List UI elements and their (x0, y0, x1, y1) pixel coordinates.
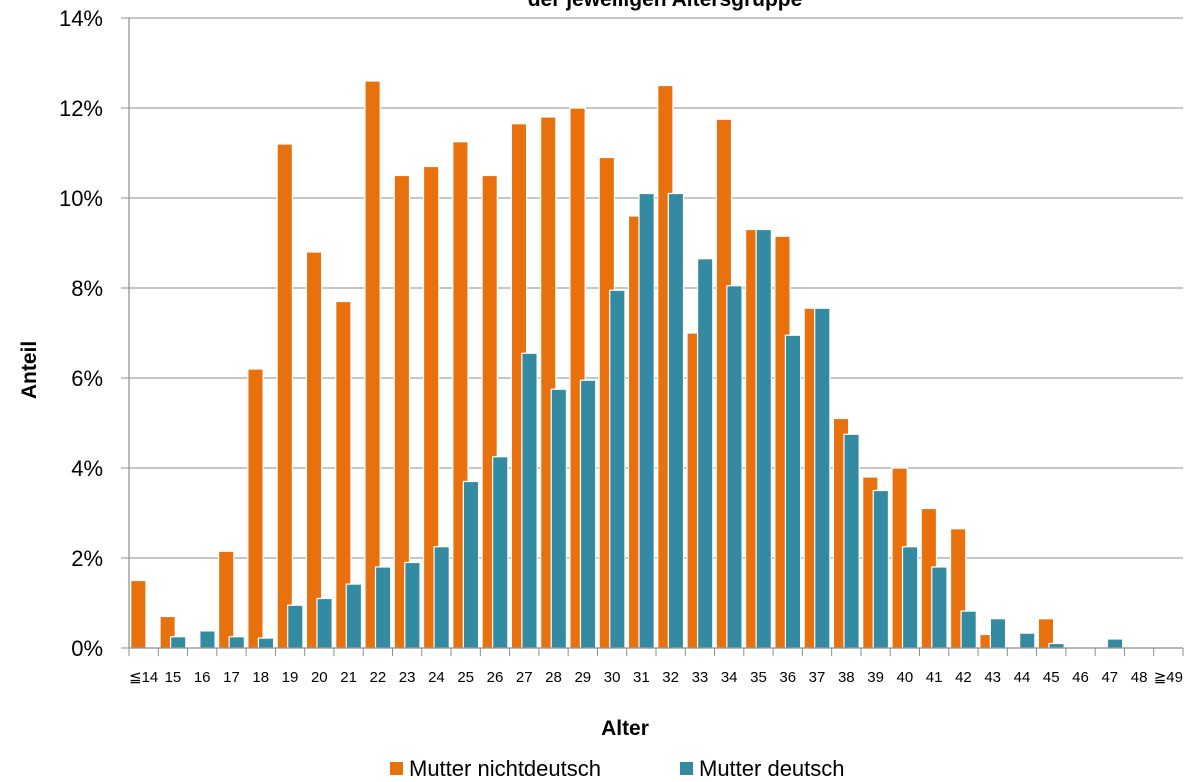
x-tick-label: 37 (809, 669, 826, 686)
x-tick-label: 30 (604, 669, 621, 686)
y-tick-label: 0% (71, 636, 103, 661)
bar-mutter-deutsch (814, 307, 831, 649)
bar-mutter-deutsch (1106, 638, 1124, 649)
bar-mutter-deutsch (1048, 642, 1065, 649)
bar-mutter-deutsch (169, 636, 187, 649)
bar-mutter-deutsch (696, 258, 714, 649)
bar-mutter-deutsch (199, 630, 216, 649)
bar-mutter-deutsch (931, 566, 948, 649)
x-tick-label: 46 (1072, 669, 1089, 686)
legend: Mutter nichtdeutsch Mutter deutsch (390, 756, 845, 781)
x-tick-label: 24 (428, 669, 445, 686)
y-tick-label: 8% (71, 276, 103, 301)
bar-mutter-deutsch (960, 610, 977, 649)
x-tick-label: 39 (867, 669, 884, 686)
y-tick-label: 6% (71, 366, 103, 391)
x-tick-label: 42 (955, 669, 972, 686)
bar-mutter-deutsch (579, 379, 597, 649)
bars (130, 80, 1124, 649)
x-tick-label: 27 (516, 669, 533, 686)
bar-mutter-deutsch (989, 618, 1007, 649)
x-tick-label: ≦14 (129, 669, 158, 686)
x-tick-label: 35 (750, 669, 767, 686)
bar-mutter-deutsch (316, 597, 333, 649)
x-tick-label: 33 (692, 669, 709, 686)
bar-mutter-nichtdeutsch (217, 550, 235, 649)
bar-mutter-deutsch (609, 289, 626, 649)
bar-mutter-deutsch (638, 192, 655, 649)
bar-mutter-deutsch (404, 561, 421, 649)
x-tick-label: 20 (311, 669, 328, 686)
bar-mutter-deutsch (345, 583, 363, 649)
x-tick-label: 48 (1131, 669, 1148, 686)
x-tick-label: ≧49 (1154, 669, 1183, 686)
bar-mutter-deutsch (667, 192, 685, 649)
bar-mutter-deutsch (872, 489, 890, 649)
bar-mutter-deutsch (1019, 632, 1036, 649)
x-tick-label: 31 (633, 669, 650, 686)
x-tick-label: 36 (779, 669, 796, 686)
y-tick-label: 4% (71, 456, 103, 481)
x-tick-label: 25 (457, 669, 474, 686)
x-tick-label: 45 (1043, 669, 1060, 686)
bar-mutter-deutsch (521, 352, 538, 649)
x-tick-label: 34 (721, 669, 738, 686)
grid-lines (129, 17, 1183, 559)
x-tick-label: 28 (545, 669, 562, 686)
bar-mutter-nichtdeutsch (364, 80, 381, 649)
x-tick-label: 15 (165, 669, 182, 686)
x-tick-label: 19 (282, 669, 299, 686)
x-tick-label: 32 (662, 669, 679, 686)
x-tick-label: 43 (984, 669, 1001, 686)
x-tick-label: 47 (1101, 669, 1118, 686)
bar-mutter-deutsch (550, 388, 568, 649)
x-tick-label: 17 (223, 669, 240, 686)
bar-mutter-deutsch (462, 480, 480, 649)
x-tick-label: 44 (1014, 669, 1031, 686)
y-tick-label: 2% (71, 546, 103, 571)
bar-mutter-deutsch (901, 546, 919, 649)
legend-item-mutter-nichtdeutsch: Mutter nichtdeutsch (390, 756, 601, 781)
x-tick-label: 23 (399, 669, 416, 686)
bar-mutter-nichtdeutsch (276, 143, 293, 649)
bar-mutter-deutsch (433, 546, 450, 649)
x-tick-label: 29 (574, 669, 591, 686)
x-axis-title: Alter (601, 717, 649, 740)
bar-mutter-deutsch (287, 604, 304, 649)
y-tick-label: 14% (59, 6, 103, 31)
y-tick-label: 10% (59, 186, 103, 211)
bar-mutter-deutsch (492, 456, 509, 649)
legend-swatch (390, 762, 403, 775)
x-tick-label: 40 (897, 669, 914, 686)
legend-item-mutter-deutsch: Mutter deutsch (680, 756, 845, 781)
x-tick-label: 41 (926, 669, 943, 686)
bar-mutter-nichtdeutsch (247, 368, 264, 649)
bar-mutter-deutsch (784, 334, 802, 649)
bar-mutter-deutsch (843, 433, 860, 649)
legend-label: Mutter deutsch (699, 756, 845, 781)
bar-mutter-deutsch (374, 566, 392, 649)
x-tick-label: 22 (370, 669, 387, 686)
legend-swatch (680, 762, 693, 775)
chart-title: der jeweiligen Altersgruppe (528, 0, 803, 11)
x-tick-label: 18 (252, 669, 269, 686)
legend-label: Mutter nichtdeutsch (409, 756, 601, 781)
x-tick-label: 16 (194, 669, 211, 686)
bar-mutter-deutsch (726, 285, 743, 649)
bar-mutter-deutsch (755, 228, 772, 649)
axes (121, 17, 1184, 656)
y-axis-title: Anteil (18, 341, 41, 399)
x-tick-label: 21 (340, 669, 357, 686)
x-tick-labels: ≦14 15 16 17 18 19 20 21 22 23 24 25 26 27 28 29 30 31 32 3… (129, 669, 1183, 686)
x-tick-label: 26 (487, 669, 504, 686)
x-tick-label: 38 (838, 669, 855, 686)
y-tick-labels: 0% 2% 4% 6% 8% 10% 12% 14% (59, 6, 103, 661)
bar-mutter-nichtdeutsch (305, 251, 323, 649)
bar-mutter-nichtdeutsch (130, 579, 147, 649)
bar-mutter-deutsch (257, 637, 275, 649)
bar-mutter-deutsch (228, 636, 245, 649)
y-tick-label: 12% (59, 96, 103, 121)
